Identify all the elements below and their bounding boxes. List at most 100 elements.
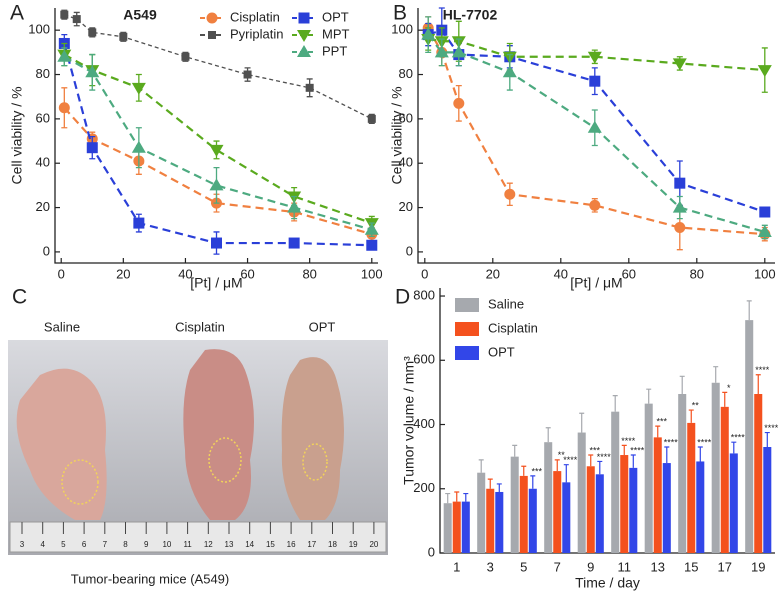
y-tick-label: 40	[399, 155, 413, 170]
tumor-outline	[302, 443, 328, 481]
bar	[687, 422, 696, 553]
mouse	[16, 368, 107, 520]
error-bar	[521, 465, 527, 476]
x-tick-label: 100	[361, 266, 383, 281]
marker	[209, 178, 224, 191]
tumor-outline	[208, 437, 242, 483]
chart-title: HL-7702	[443, 7, 498, 23]
bar	[495, 491, 504, 553]
marker	[243, 70, 252, 79]
ruler-label: 6	[82, 540, 87, 549]
marker	[421, 27, 436, 40]
bar	[644, 403, 653, 553]
marker	[364, 222, 379, 235]
error-bar	[454, 491, 460, 502]
axis	[417, 8, 775, 264]
legend-marker	[206, 12, 218, 24]
legend-label: Saline	[488, 296, 524, 311]
significance-label: ****	[621, 436, 636, 446]
y-tick-label: 80	[36, 66, 50, 81]
bar	[720, 406, 729, 553]
marker	[288, 237, 300, 249]
marker	[502, 65, 517, 78]
x-tick-label: 100	[754, 266, 776, 281]
ruler-label: 17	[307, 540, 316, 549]
marker	[672, 200, 687, 213]
ruler	[9, 521, 387, 553]
marker	[211, 237, 222, 249]
y-tick-label: 80	[399, 66, 413, 81]
bar	[452, 501, 461, 553]
x-tick-label: 1	[453, 559, 460, 574]
error-bar	[621, 444, 627, 456]
marker	[434, 45, 449, 58]
y-tick-label: 200	[413, 480, 435, 495]
y-tick-label: 0	[428, 544, 435, 559]
y-tick-label: 0	[43, 243, 50, 258]
error-bar	[563, 464, 569, 483]
chart-title: A549	[123, 7, 157, 23]
marker	[757, 224, 772, 237]
bar	[562, 482, 571, 553]
error-bar	[655, 425, 661, 438]
marker	[587, 51, 602, 64]
error-bar	[554, 459, 560, 472]
error-bar	[588, 454, 594, 467]
error-bar	[545, 427, 551, 443]
legend-label: OPT	[322, 9, 349, 24]
bar	[519, 475, 528, 553]
bar	[528, 488, 537, 553]
error-bar	[512, 444, 518, 457]
panel-label: B	[393, 2, 407, 25]
bar	[629, 467, 638, 553]
error-bar	[764, 431, 770, 447]
marker	[60, 10, 69, 19]
x-tick-label: 13	[651, 559, 665, 574]
panel-label: D	[395, 286, 410, 309]
ruler-label: 3	[20, 540, 25, 549]
marker	[131, 82, 146, 95]
marker	[589, 199, 601, 211]
error-bar	[722, 391, 728, 407]
marker	[86, 142, 98, 154]
series-line	[63, 53, 373, 225]
ruler-label: 4	[40, 540, 45, 549]
legend-label: MPT	[322, 26, 350, 41]
legend-marker	[208, 31, 216, 39]
bar	[611, 411, 620, 553]
y-tick-label: 40	[36, 155, 50, 170]
series-line	[63, 107, 373, 236]
marker	[72, 15, 81, 24]
significance-label: ****	[731, 433, 746, 443]
y-tick-label: 400	[413, 416, 435, 431]
significance-label: **	[558, 450, 566, 460]
marker	[367, 114, 376, 123]
y-tick-label: 60	[399, 110, 413, 125]
marker	[209, 144, 224, 157]
ruler-ticks: 3 4 5 6 7 8 9 10 11 12 13 14 15 16 17 18 19 20	[20, 522, 379, 549]
legend-label: Cisplatin	[230, 9, 280, 24]
y-axis-label: Cell viability / %	[389, 86, 405, 184]
bar	[711, 382, 720, 553]
y-tick-label: 100	[28, 22, 50, 37]
photo-caption: Tumor-bearing mice (A549)	[71, 571, 229, 586]
x-tick-label: 11	[618, 559, 632, 574]
ruler-label: 13	[225, 540, 234, 549]
error-bar	[478, 459, 484, 473]
error-bar	[612, 395, 618, 412]
x-tick-label: 60	[240, 266, 254, 281]
significance-label: ****	[664, 437, 679, 447]
marker	[757, 65, 772, 78]
ruler-label: 7	[103, 540, 108, 549]
series-line	[63, 55, 373, 231]
ruler-label: 9	[144, 540, 149, 549]
legend-label: PPT	[322, 43, 347, 58]
bar	[678, 394, 687, 553]
bar	[486, 488, 495, 553]
x-tick-label: 5	[520, 559, 527, 574]
y-axis-label: Cell viability / %	[9, 86, 25, 184]
x-axis-label: Time / day	[575, 575, 640, 591]
bar	[662, 463, 671, 553]
legend-swatch	[455, 346, 479, 360]
